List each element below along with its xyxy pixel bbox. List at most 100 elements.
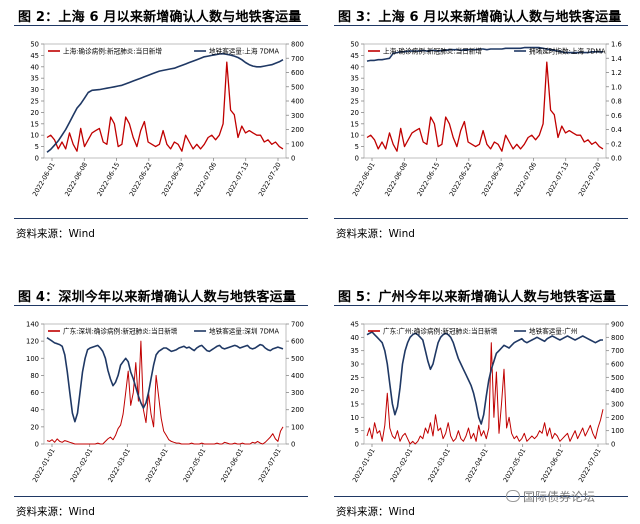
y-right-tick-label: 600 <box>611 361 624 369</box>
chart-title: 图 2：上海 6 月以来新增确认人数与地铁客运量 <box>18 10 302 25</box>
y-left-tick-label: 100 <box>26 355 39 363</box>
x-tick-label: 2022-04-01 <box>144 447 170 484</box>
y-right-tick-label: 600 <box>291 338 304 346</box>
y-right-tick-label: 700 <box>291 321 304 329</box>
y-right-tick-label: 600 <box>291 69 304 77</box>
series-line <box>46 340 284 445</box>
chart-panel: 图 4：深圳今年以来新增确认人数与地铁客运量 0 20 40 60 80 100 120 14… <box>0 262 320 524</box>
y-right-tick-label: 200 <box>291 126 304 134</box>
chart-panel: 图 3：上海 6 月以来新增确认人数与地铁客运量 0 5 10 15 20 25 30 35 4… <box>320 0 640 262</box>
y-left-tick-label: 15 <box>30 120 39 128</box>
chart-panel: 图 5：广州今年以来新增确认人数与地铁客运量 0 5 10 15 20 25 30 35 40 4… <box>320 262 640 524</box>
y-right-tick-label: 0 <box>611 441 615 449</box>
plot-frame <box>43 43 287 159</box>
y-right-tick-label: 100 <box>611 427 624 435</box>
x-tick-label: 2022-06-08 <box>63 161 89 198</box>
y-left-tick-label: 10 <box>350 414 359 422</box>
y-left-tick-label: 30 <box>350 361 359 369</box>
legend-label: 上海:确诊病例:新冠肺炎:当日新增 <box>63 47 162 56</box>
x-tick-label: 2022-01-01 <box>351 447 377 484</box>
chart-panel: 图 2：上海 6 月以来新增确认人数与地铁客运量 0 5 10 15 20 25 30 35 4… <box>0 0 320 262</box>
x-tick-label: 2022-05-01 <box>182 447 208 484</box>
x-tick-label: 2022-06-01 <box>31 161 57 198</box>
x-tick-label: 2022-01-01 <box>31 447 57 484</box>
x-tick-label: 2022-07-01 <box>577 447 603 484</box>
legend-label: 拥堵延时指数:上海 7DMA <box>529 47 606 56</box>
title-rule <box>334 25 628 26</box>
x-tick-label: 2022-06-01 <box>539 447 565 484</box>
x-tick-label: 2022-02-01 <box>69 447 95 484</box>
y-right-tick-label: 700 <box>611 347 624 355</box>
source-note: 资料来源：Wind <box>336 506 415 518</box>
x-tick-label: 2022-03-01 <box>106 447 132 484</box>
x-tick-label: 2022-05-01 <box>502 447 528 484</box>
y-right-tick-label: 500 <box>291 83 304 91</box>
x-tick-label: 2022-06-15 <box>415 161 441 198</box>
x-tick-label: 2022-06-22 <box>128 161 154 198</box>
x-tick-label: 2022-02-01 <box>389 447 415 484</box>
wechat-icon <box>506 490 520 502</box>
y-right-tick-label: 500 <box>611 374 624 382</box>
y-left-tick-label: 5 <box>355 427 359 435</box>
watermark: 国际债券论坛 <box>506 488 595 505</box>
y-right-tick-label: 400 <box>291 98 304 106</box>
x-tick-label: 2022-06-29 <box>480 161 506 198</box>
series-line <box>366 61 604 152</box>
y-left-tick-label: 5 <box>35 143 39 151</box>
y-left-tick-label: 20 <box>30 423 39 431</box>
x-tick-label: 2022-07-06 <box>192 161 218 198</box>
y-right-tick-label: 0.2 <box>611 140 622 148</box>
legend-label: 地铁客运量:深圳 7DMA <box>209 327 279 336</box>
x-tick-label: 2022-06-01 <box>219 447 245 484</box>
y-left-tick-label: 45 <box>350 321 359 329</box>
y-right-tick-label: 200 <box>291 406 304 414</box>
chart-title: 图 3：上海 6 月以来新增确认人数与地铁客运量 <box>338 10 622 25</box>
source-rule <box>334 218 628 219</box>
source-note: 资料来源：Wind <box>16 228 95 240</box>
y-left-tick-label: 25 <box>350 98 359 106</box>
plot-frame <box>363 43 607 159</box>
y-left-tick-label: 0 <box>355 155 359 163</box>
x-tick-label: 2022-06-15 <box>95 161 121 198</box>
y-right-tick-label: 0 <box>291 155 295 163</box>
x-tick-label: 2022-06-08 <box>383 161 409 198</box>
y-left-tick-label: 40 <box>350 334 359 342</box>
y-right-tick-label: 300 <box>291 389 304 397</box>
y-left-tick-label: 40 <box>350 63 359 71</box>
y-right-tick-label: 700 <box>291 55 304 63</box>
y-left-tick-label: 20 <box>350 387 359 395</box>
source-rule <box>334 496 628 497</box>
watermark-text: 国际债券论坛 <box>523 490 596 504</box>
y-left-tick-label: 40 <box>30 406 39 414</box>
x-tick-label: 2022-06-01 <box>351 161 377 198</box>
series-line <box>366 46 603 62</box>
y-left-tick-label: 35 <box>30 75 39 83</box>
legend-label: 广东:深圳:确诊病例:新冠肺炎:当日新增 <box>63 327 177 336</box>
y-right-tick-label: 1.0 <box>611 83 622 91</box>
y-right-tick-label: 0.0 <box>611 155 622 163</box>
series-line <box>46 337 284 423</box>
x-tick-label: 2022-04-01 <box>464 447 490 484</box>
y-left-tick-label: 50 <box>350 41 359 49</box>
y-left-tick-label: 0 <box>35 155 39 163</box>
legend-label: 地铁客运量:上海 7DMA <box>209 47 279 56</box>
y-left-tick-label: 15 <box>350 401 359 409</box>
y-left-tick-label: 30 <box>350 86 359 94</box>
series-line <box>46 52 284 153</box>
y-right-tick-label: 800 <box>611 334 624 342</box>
y-right-tick-label: 800 <box>291 41 304 49</box>
chart-svg: 0 20 40 60 80 100 120 140 0 100 200 300 400 500 600 700… <box>26 321 304 484</box>
y-right-tick-label: 0.8 <box>611 98 622 106</box>
y-left-tick-label: 10 <box>30 132 39 140</box>
source-note: 资料来源：Wind <box>16 506 95 518</box>
y-right-tick-label: 400 <box>611 387 624 395</box>
source-rule <box>14 218 308 219</box>
y-right-tick-label: 100 <box>291 140 304 148</box>
series-line <box>366 331 603 425</box>
y-left-tick-label: 20 <box>350 109 359 117</box>
y-left-tick-label: 30 <box>30 86 39 94</box>
chart-svg: 0510152025303540455001002003004005006007… <box>30 41 304 198</box>
chart-svg: 0 5 10 15 20 25 30 35 40 45 50 0.0 0.2 0.4 0.6 0.8 1.0 1.… <box>350 41 622 198</box>
source-rule <box>14 496 308 497</box>
y-right-tick-label: 200 <box>611 414 624 422</box>
